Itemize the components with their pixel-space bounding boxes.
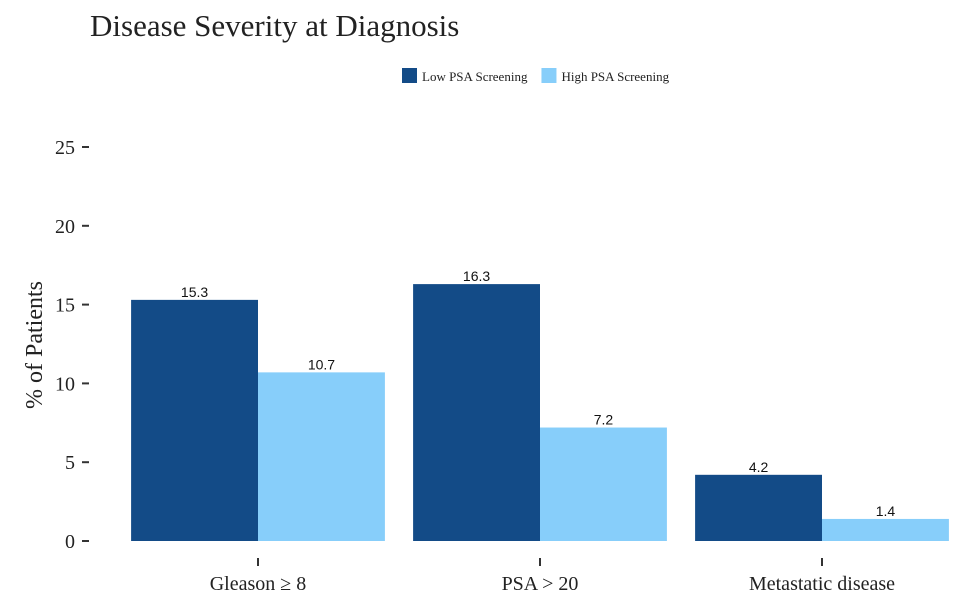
bar [413,284,540,541]
value-label: 16.3 [463,268,490,284]
y-tick-label: 15 [55,295,75,317]
x-tick-label: PSA > 20 [502,573,579,595]
bar [695,474,822,541]
x-tick-label: Gleason ≥ 8 [210,573,307,595]
y-axis-label: % of Patients [22,281,48,409]
legend-swatch [402,68,417,83]
bar [540,427,667,541]
value-label: 1.4 [876,503,896,519]
legend-label: Low PSA Screening [422,69,528,84]
y-tick-label: 25 [55,137,75,159]
bar [131,299,258,541]
y-tick-label: 0 [65,531,75,553]
y-tick-label: 20 [55,216,75,238]
legend-label: High PSA Screening [561,69,669,84]
value-label: 15.3 [181,284,208,300]
x-tick-label: Metastatic disease [749,573,895,595]
y-tick-label: 5 [65,452,75,474]
value-label: 7.2 [594,412,614,428]
bar [258,372,385,541]
value-label: 4.2 [749,459,769,475]
bar [822,518,949,541]
value-label: 10.7 [308,356,335,372]
chart-title: Disease Severity at Diagnosis [90,8,459,43]
legend-swatch [541,68,557,83]
y-tick-label: 10 [55,373,75,395]
